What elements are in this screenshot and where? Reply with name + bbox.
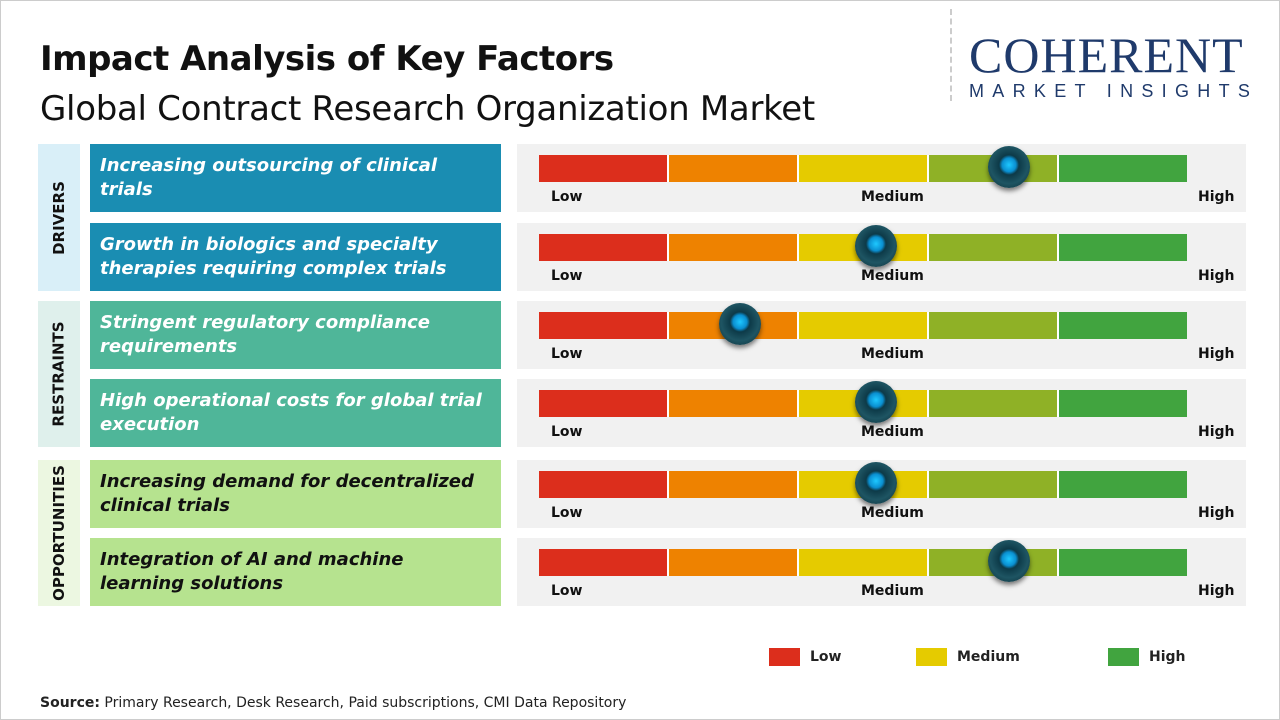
scale-label: Medium	[861, 505, 924, 521]
gauge-segment	[1059, 471, 1187, 498]
scale-label: High	[1198, 268, 1235, 284]
gauge-segment	[669, 549, 799, 576]
factor-label: Increasing outsourcing of clinical trial…	[90, 144, 501, 212]
scale-label: High	[1198, 505, 1235, 521]
gauge-segment	[539, 312, 669, 339]
legend-swatch-high	[1108, 648, 1139, 666]
factor-label: Integration of AI and machine learning s…	[90, 538, 501, 606]
gauge-bar	[539, 155, 1187, 182]
gauge-segment	[669, 390, 799, 417]
gauge-segment	[799, 549, 929, 576]
source-text: Primary Research, Desk Research, Paid su…	[99, 695, 627, 711]
impact-marker	[987, 146, 1030, 188]
scale-label: Low	[551, 189, 583, 205]
logo-main: COHERENT	[969, 27, 1244, 83]
impact-gauge: Low Medium High	[517, 460, 1246, 528]
gauge-segment	[539, 234, 669, 261]
gauge-segment	[539, 549, 669, 576]
gauge-bar	[539, 234, 1187, 261]
impact-gauge: Low Medium High	[517, 223, 1246, 291]
impact-marker	[854, 462, 897, 504]
gauge-bar	[539, 312, 1187, 339]
scale-label: Medium	[861, 346, 924, 362]
gauge-segment	[669, 234, 799, 261]
gauge-bar	[539, 549, 1187, 576]
gauge-segment	[799, 312, 929, 339]
gauge-bar	[539, 390, 1187, 417]
gauge-segment	[539, 155, 669, 182]
legend-swatch-low	[769, 648, 800, 666]
factor-label: High operational costs for global trial …	[90, 379, 501, 447]
scale-label: Medium	[861, 424, 924, 440]
gauge-segment	[1059, 390, 1187, 417]
scale-label: Low	[551, 505, 583, 521]
legend-label: High	[1149, 649, 1186, 665]
source-label: Source:	[40, 695, 100, 711]
scale-label: Medium	[861, 268, 924, 284]
category-drivers: DRIVERS	[38, 144, 80, 291]
legend-medium: Medium	[916, 648, 1020, 666]
category-restraints: RESTRAINTS	[38, 301, 80, 447]
factor-label: Growth in biologics and specialty therap…	[90, 223, 501, 291]
factor-label: Stringent regulatory compliance requirem…	[90, 301, 501, 369]
category-label: DRIVERS	[50, 180, 69, 255]
legend-high: High	[1108, 648, 1186, 666]
scale-label: Low	[551, 424, 583, 440]
factor-label: Increasing demand for decentralized clin…	[90, 460, 501, 528]
category-label: RESTRAINTS	[50, 321, 69, 427]
legend-label: Medium	[957, 649, 1020, 665]
gauge-segment	[929, 312, 1059, 339]
gauge-segment	[929, 390, 1059, 417]
impact-marker	[854, 225, 897, 267]
impact-marker	[987, 540, 1030, 582]
scale-label: High	[1198, 424, 1235, 440]
logo-sub: MARKET INSIGHTS	[969, 81, 1259, 101]
impact-marker	[854, 381, 897, 423]
impact-marker	[718, 303, 761, 345]
category-opportunities: OPPORTUNITIES	[38, 460, 80, 606]
coherent-logo: COHERENT MARKET INSIGHTS	[969, 27, 1264, 102]
impact-gauge: Low Medium High	[517, 301, 1246, 369]
divider	[950, 9, 952, 101]
impact-gauge: Low Medium High	[517, 144, 1246, 212]
gauge-segment	[799, 155, 929, 182]
gauge-segment	[1059, 155, 1187, 182]
scale-label: Medium	[861, 189, 924, 205]
gauge-segment	[929, 471, 1059, 498]
scale-label: Medium	[861, 583, 924, 599]
impact-gauge: Low Medium High	[517, 379, 1246, 447]
scale-label: High	[1198, 189, 1235, 205]
gauge-segment	[1059, 312, 1187, 339]
impact-gauge: Low Medium High	[517, 538, 1246, 606]
gauge-segment	[669, 155, 799, 182]
legend-low: Low	[769, 648, 841, 666]
scale-label: High	[1198, 583, 1235, 599]
category-label: OPPORTUNITIES	[50, 465, 68, 601]
legend-label: Low	[810, 649, 842, 665]
gauge-segment	[929, 234, 1059, 261]
legend-swatch-medium	[916, 648, 947, 666]
gauge-segment	[1059, 549, 1187, 576]
gauge-segment	[1059, 234, 1187, 261]
page-subtitle: Global Contract Research Organization Ma…	[40, 89, 815, 129]
gauge-segment	[669, 471, 799, 498]
page-title: Impact Analysis of Key Factors	[40, 39, 614, 79]
scale-label: Low	[551, 583, 583, 599]
scale-label: Low	[551, 346, 583, 362]
scale-label: High	[1198, 346, 1235, 362]
scale-label: Low	[551, 268, 583, 284]
gauge-segment	[539, 471, 669, 498]
gauge-segment	[539, 390, 669, 417]
source-note: Source: Primary Research, Desk Research,…	[40, 695, 626, 711]
